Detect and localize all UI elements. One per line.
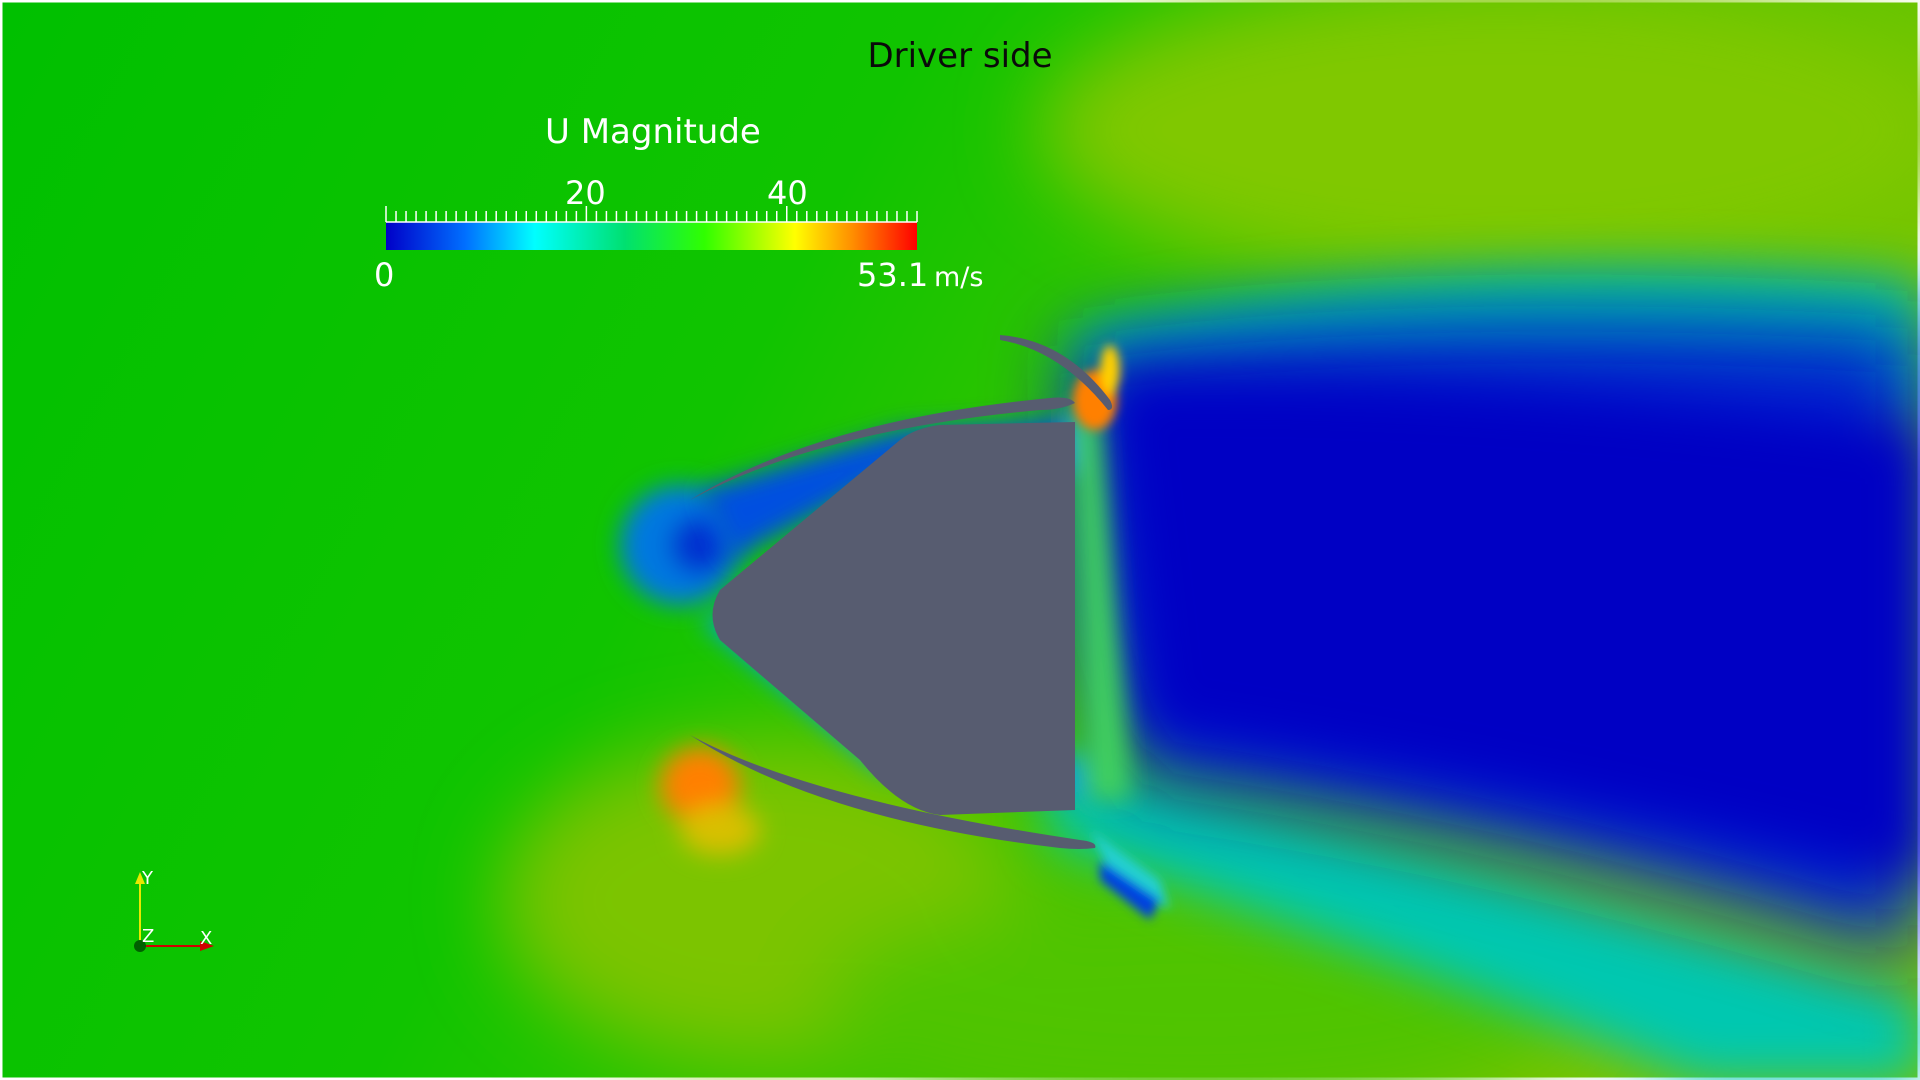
z-axis-label: Z [142, 926, 155, 947]
color-legend-tick-label: 20 [565, 174, 606, 212]
color-legend-bar [386, 222, 917, 250]
y-axis-arrow [135, 872, 145, 884]
color-legend-max-label: 53.1 [857, 256, 929, 294]
color-legend-unit: m/s [934, 262, 984, 293]
wake-core [1110, 378, 1920, 880]
color-legend-ticks [385, 206, 918, 222]
x-axis-arrow [200, 941, 214, 951]
acceleration-spot [660, 747, 760, 855]
orientation-axes [134, 872, 214, 952]
high-speed-bands [500, 0, 1920, 1080]
main-body [712, 422, 1075, 815]
x-axis-label: X [200, 928, 213, 949]
color-legend-min-label: 0 [374, 256, 395, 294]
z-axis-dot [134, 940, 146, 952]
stagnation-zone [620, 485, 740, 605]
upper-wing [690, 397, 1075, 500]
lower-wing [690, 735, 1096, 849]
color-legend [385, 206, 918, 250]
color-legend-tick-label: 40 [767, 174, 808, 212]
trailing-vortices [1073, 345, 1170, 920]
view-title: Driver side [867, 36, 1053, 76]
body-geometry [690, 335, 1113, 849]
color-legend-title: U Magnitude [545, 112, 761, 152]
y-axis-label: Y [142, 868, 153, 889]
